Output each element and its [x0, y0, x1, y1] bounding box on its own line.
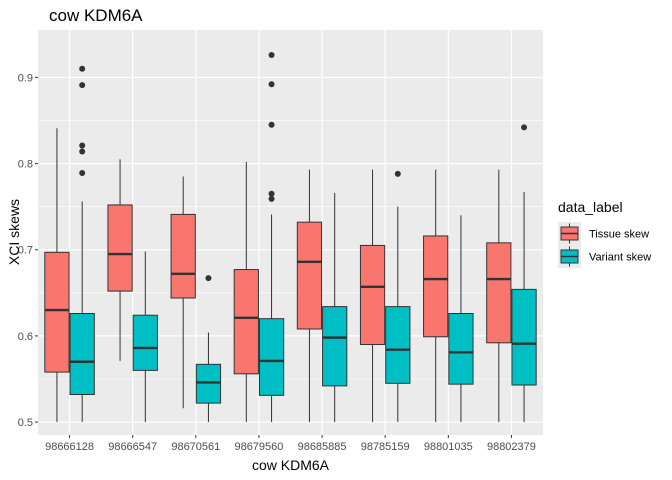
- box: [195, 363, 222, 404]
- outlier-point: [79, 82, 86, 89]
- outlier-point: [79, 142, 86, 149]
- outlier-point: [268, 121, 275, 128]
- outlier-point: [79, 170, 86, 177]
- box: [170, 213, 196, 299]
- outlier-point: [268, 190, 275, 197]
- boxplot-tissue: [170, 176, 196, 409]
- boxes: [44, 51, 537, 423]
- box: [132, 314, 158, 371]
- box: [359, 244, 386, 346]
- legend-title: data_label: [558, 199, 623, 215]
- x-tick-label: 98679560: [234, 441, 283, 453]
- legend-key-variant: [558, 245, 581, 268]
- box: [511, 288, 537, 386]
- box: [107, 204, 133, 292]
- box: [296, 221, 323, 330]
- legend-label: Tissue skew: [589, 229, 649, 241]
- x-axis-title: cow KDM6A: [252, 457, 330, 473]
- chart-title: cow KDM6A: [49, 6, 143, 25]
- box: [448, 313, 474, 385]
- x-axis: 98666128 98666547 98670561 98679560 98685885…: [45, 435, 536, 453]
- outlier-point: [205, 275, 212, 282]
- boxplot-tissue: [486, 169, 512, 423]
- outlier-point: [79, 65, 86, 72]
- x-tick-label: 98801035: [424, 441, 473, 453]
- y-tick-label: 0.8: [18, 159, 33, 171]
- x-tick-label: 98666128: [45, 441, 94, 453]
- box: [423, 235, 449, 338]
- y-axis-title: XCI skews: [6, 199, 22, 265]
- outlier-point: [268, 195, 275, 202]
- box: [233, 269, 259, 375]
- boxplot-tissue: [359, 169, 386, 423]
- x-tick-label: 98685885: [298, 441, 347, 453]
- boxplot-tissue: [423, 169, 449, 423]
- x-tick-label: 98785159: [361, 441, 410, 453]
- outlier-point: [394, 170, 401, 177]
- boxplot-variant: [448, 215, 474, 423]
- box: [486, 242, 512, 344]
- x-tick-label: 98666547: [108, 441, 157, 453]
- y-tick-label: 0.5: [18, 417, 33, 429]
- box: [258, 318, 285, 396]
- legend-key-tissue: [558, 222, 581, 245]
- outlier-point: [79, 148, 86, 155]
- boxplot-variant: [385, 170, 411, 423]
- outlier-point: [521, 124, 528, 131]
- boxplot-tissue: [44, 128, 70, 423]
- boxplot-variant: [132, 251, 158, 423]
- box: [69, 313, 95, 395]
- legend: data_label Tissue skew Variant skew: [558, 199, 651, 268]
- outlier-point: [268, 51, 275, 58]
- boxplot-tissue: [296, 169, 323, 423]
- boxplot-variant: [511, 124, 537, 423]
- boxplot-variant: [195, 275, 222, 423]
- outlier-point: [268, 81, 275, 88]
- boxplot-tissue: [233, 161, 259, 423]
- y-tick-label: 0.7: [18, 245, 33, 257]
- boxplot-variant: [69, 65, 95, 423]
- boxplot-variant: [258, 51, 285, 423]
- x-tick-label: 98802379: [487, 441, 536, 453]
- box: [44, 251, 70, 373]
- legend-label: Variant skew: [589, 252, 651, 264]
- box: [385, 306, 411, 384]
- y-axis: 0.5 0.6 0.7 0.8 0.9: [18, 72, 38, 429]
- x-tick-label: 98670561: [171, 441, 220, 453]
- box: [322, 306, 348, 387]
- y-tick-label: 0.6: [18, 331, 33, 343]
- boxplot-tissue: [107, 159, 133, 361]
- boxplot-variant: [322, 192, 348, 423]
- y-tick-label: 0.9: [18, 72, 33, 84]
